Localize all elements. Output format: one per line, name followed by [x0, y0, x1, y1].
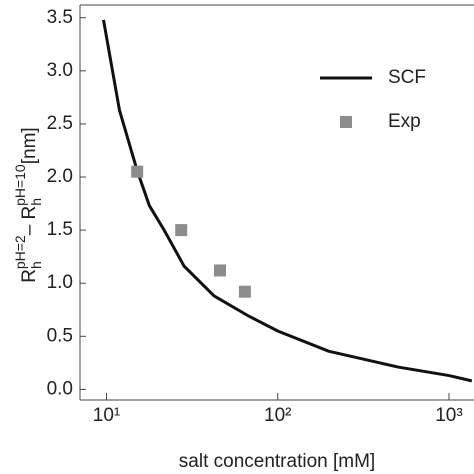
y-tick-label: 3.5 [47, 7, 73, 28]
y-axis-label-part: h [28, 261, 44, 269]
y-tick-label: 1.5 [47, 219, 73, 240]
y-tick-label: 2.5 [47, 113, 73, 134]
y-tick-label: 0.0 [47, 378, 73, 399]
x-tick-label: 10² [264, 405, 291, 426]
scatter-point [175, 224, 188, 237]
legend-label: Exp [388, 111, 421, 132]
y-axis-label-part: R [19, 269, 40, 283]
x-tick-label: 10¹ [93, 405, 120, 426]
x-tick-label: 10³ [435, 405, 462, 426]
scatter-point [131, 165, 144, 178]
legend-label: SCF [388, 67, 426, 88]
y-tick-label: 0.5 [47, 325, 73, 346]
legend-swatch [340, 116, 352, 128]
y-axis-label-part: pH=10 [12, 164, 28, 206]
y-axis-label-part: h [28, 198, 44, 206]
y-axis-label-part: [nm] [19, 127, 40, 164]
scatter-point [214, 264, 227, 277]
y-axis-label-part: pH=2 [12, 235, 28, 269]
y-tick-label: 1.0 [47, 272, 73, 293]
y-tick-label: 2.0 [47, 166, 73, 187]
scatter-point [238, 285, 251, 298]
y-axis-label: RhpH=2– RhpH=10[nm] [12, 127, 44, 282]
x-axis-label: salt concentration [mM] [179, 451, 375, 472]
y-tick-label: 3.0 [47, 60, 73, 81]
y-axis-label-part: – R [19, 206, 40, 236]
